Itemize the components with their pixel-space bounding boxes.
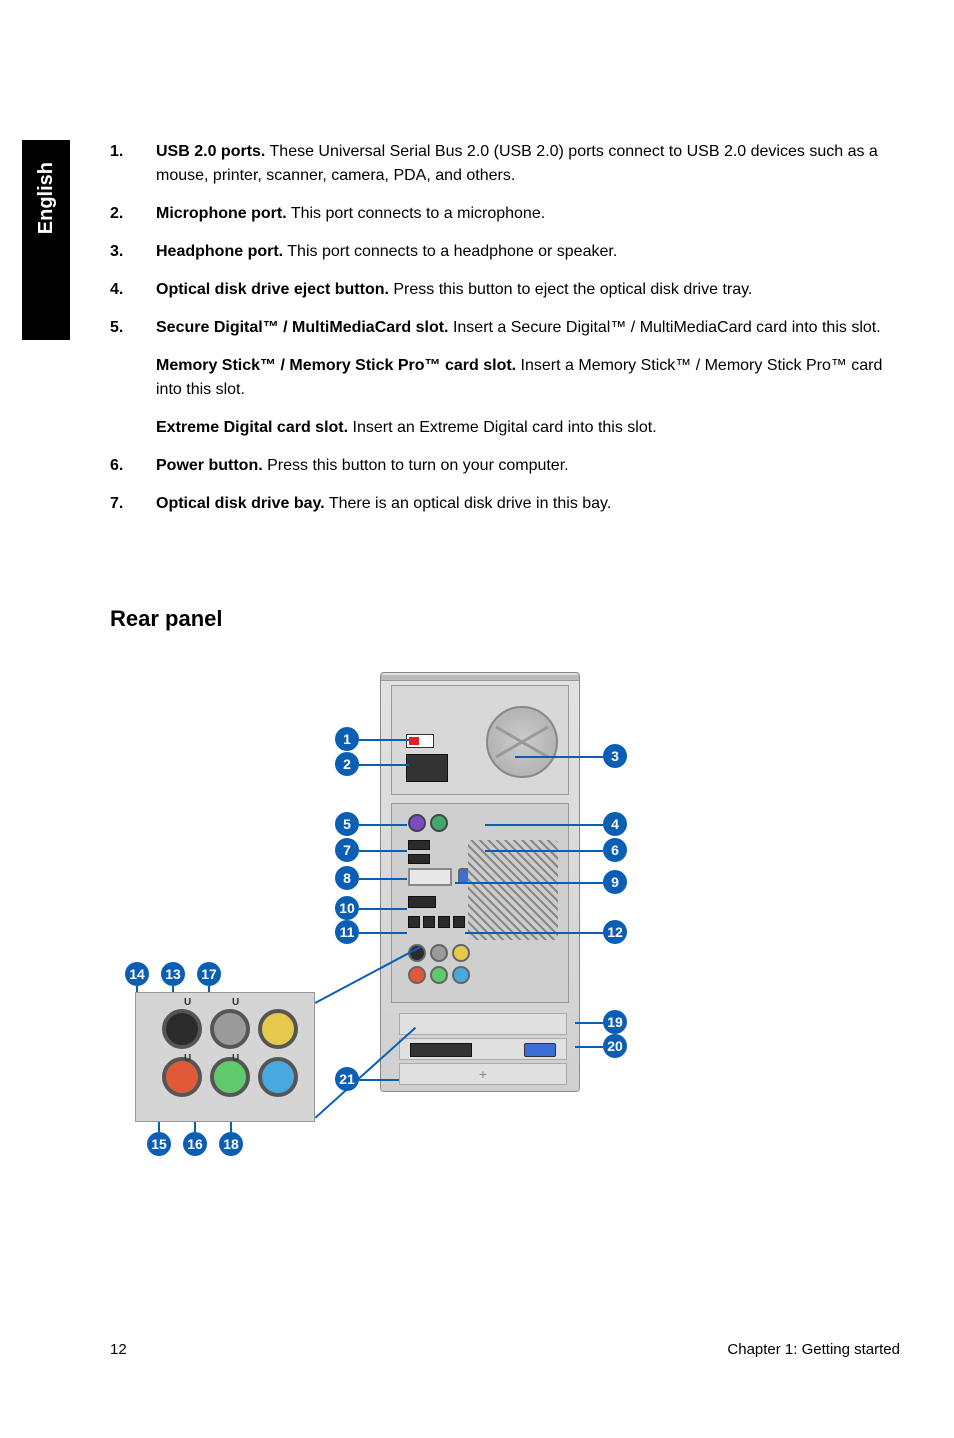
list-number: 3. <box>110 240 156 264</box>
audio-jack <box>210 1057 250 1097</box>
audio-jack-small <box>408 966 426 984</box>
list-item: 3.Headphone port. This port connects to … <box>110 240 900 264</box>
usb-row <box>408 916 465 928</box>
list-body: Optical disk drive bay. There is an opti… <box>156 492 900 516</box>
expansion-slot-3 <box>399 1063 567 1085</box>
callout-12: 12 <box>603 920 627 944</box>
callout-5: 5 <box>335 812 359 836</box>
list-number: 5. <box>110 316 156 440</box>
dvi-port <box>408 868 452 886</box>
vent-grille <box>468 840 558 940</box>
language-tab: English <box>22 140 70 340</box>
list-body: Power button. Press this button to turn … <box>156 454 900 478</box>
list-body: USB 2.0 ports. These Universal Serial Bu… <box>156 140 900 188</box>
power-plug <box>406 754 448 782</box>
audio-jack <box>210 1009 250 1049</box>
list-number: 6. <box>110 454 156 478</box>
hdmi-port <box>408 896 436 908</box>
numbered-list: 1.USB 2.0 ports. These Universal Serial … <box>110 140 900 516</box>
callout-16: 16 <box>183 1132 207 1156</box>
expansion-slot-1 <box>399 1013 567 1035</box>
callout-7: 7 <box>335 838 359 862</box>
callout-8: 8 <box>335 866 359 890</box>
callout-15: 15 <box>147 1132 171 1156</box>
callout-14: 14 <box>125 962 149 986</box>
page-footer: 12 Chapter 1: Getting started <box>110 1341 900 1358</box>
callout-4: 4 <box>603 812 627 836</box>
list-body: Microphone port. This port connects to a… <box>156 202 900 226</box>
list-item: 7.Optical disk drive bay. There is an op… <box>110 492 900 516</box>
psu <box>391 685 569 795</box>
language-tab-text: English <box>35 162 58 234</box>
audio-jack-small <box>430 944 448 962</box>
audio-jack <box>258 1009 298 1049</box>
callout-line <box>485 824 603 826</box>
list-item: 6.Power button. Press this button to tur… <box>110 454 900 478</box>
callout-6: 6 <box>603 838 627 862</box>
list-number: 1. <box>110 140 156 188</box>
callout-1: 1 <box>335 727 359 751</box>
rear-panel-diagram: U U U U 12 57 8 1011 21 3 46 9 12 1920 14 13 17 15 16 1… <box>110 672 900 1192</box>
audio-detail-zoom: U U U U <box>135 992 315 1122</box>
audio-jack-small <box>452 944 470 962</box>
list-body: Secure Digital™ / MultiMediaCard slot. I… <box>156 316 900 440</box>
callout-line <box>359 824 407 826</box>
psu-fan-icon <box>486 706 558 778</box>
callout-3: 3 <box>603 744 627 768</box>
list-body: Headphone port. This port connects to a … <box>156 240 900 264</box>
list-item: 1.USB 2.0 ports. These Universal Serial … <box>110 140 900 188</box>
list-item: 2.Microphone port. This port connects to… <box>110 202 900 226</box>
usb-stack <box>408 840 430 864</box>
callout-line <box>359 764 409 766</box>
callout-line <box>359 1079 399 1081</box>
io-panel <box>391 803 569 1003</box>
callout-line <box>575 1022 603 1024</box>
ps2-mouse-port <box>430 814 448 832</box>
callout-11: 11 <box>335 920 359 944</box>
callout-line <box>465 932 603 934</box>
callout-line <box>359 908 407 910</box>
callout-line <box>485 850 603 852</box>
callout-line <box>359 932 407 934</box>
expansion-slot-2 <box>399 1038 567 1060</box>
callout-20: 20 <box>603 1034 627 1058</box>
callout-10: 10 <box>335 896 359 920</box>
callout-21: 21 <box>335 1067 359 1091</box>
callout-13: 13 <box>161 962 185 986</box>
callout-9: 9 <box>603 870 627 894</box>
audio-block <box>408 944 470 984</box>
audio-jack <box>258 1057 298 1097</box>
audio-jack-small <box>430 966 448 984</box>
callout-17: 17 <box>197 962 221 986</box>
list-number: 4. <box>110 278 156 302</box>
page-content: 1.USB 2.0 ports. These Universal Serial … <box>110 140 900 1192</box>
list-item: 4.Optical disk drive eject button. Press… <box>110 278 900 302</box>
audio-jack <box>162 1009 202 1049</box>
list-body: Optical disk drive eject button. Press t… <box>156 278 900 302</box>
callout-line <box>359 739 409 741</box>
audio-jack <box>162 1057 202 1097</box>
callout-line <box>515 756 603 758</box>
callout-line <box>575 1046 603 1048</box>
callout-line <box>455 882 603 884</box>
callout-line <box>359 878 407 880</box>
ps2-keyboard-port <box>408 814 426 832</box>
voltage-switch <box>406 734 434 748</box>
callout-18: 18 <box>219 1132 243 1156</box>
page-number: 12 <box>110 1341 127 1358</box>
list-number: 2. <box>110 202 156 226</box>
callout-19: 19 <box>603 1010 627 1034</box>
section-title: Rear panel <box>110 606 900 632</box>
callout-2: 2 <box>335 752 359 776</box>
list-item: 5.Secure Digital™ / MultiMediaCard slot.… <box>110 316 900 440</box>
audio-jack-small <box>452 966 470 984</box>
chapter-label: Chapter 1: Getting started <box>727 1341 900 1358</box>
list-number: 7. <box>110 492 156 516</box>
callout-line <box>359 850 407 852</box>
